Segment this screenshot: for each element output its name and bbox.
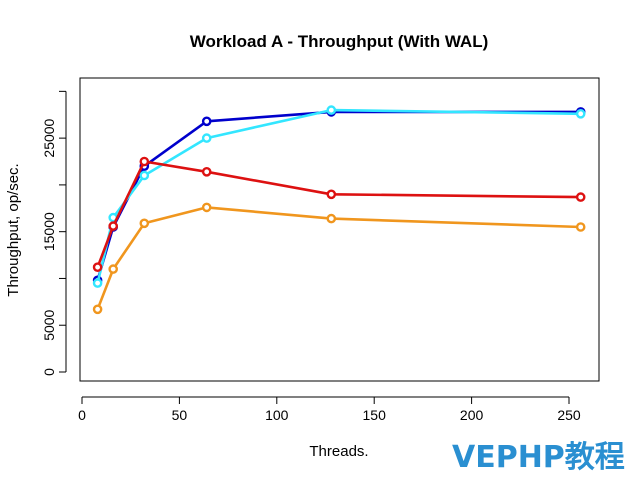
x-tick-label: 250 bbox=[557, 407, 581, 423]
data-point bbox=[201, 116, 212, 127]
data-point bbox=[326, 213, 337, 224]
data-point bbox=[575, 192, 586, 202]
data-point bbox=[326, 105, 337, 115]
y-axis: 0 5000 15000 25000 bbox=[41, 90, 67, 376]
y-tick-label: 25000 bbox=[41, 118, 57, 157]
data-point bbox=[108, 221, 118, 231]
x-tick-label: 200 bbox=[460, 407, 484, 423]
x-tick-label: 50 bbox=[172, 407, 188, 423]
data-point bbox=[575, 222, 586, 232]
x-axis-label: Threads. bbox=[309, 443, 368, 460]
data-point bbox=[92, 262, 103, 273]
data-point bbox=[92, 304, 103, 315]
x-tick-label: 100 bbox=[265, 407, 289, 423]
data-point bbox=[139, 156, 150, 167]
data-point bbox=[139, 218, 150, 229]
x-tick-label: 0 bbox=[78, 407, 86, 423]
x-tick-label: 150 bbox=[363, 407, 387, 423]
y-axis-label: Throughput, op/sec. bbox=[5, 163, 22, 296]
plot-area-frame bbox=[79, 77, 600, 382]
series-line bbox=[96, 206, 581, 310]
watermark-logo: VEPHP教程 bbox=[452, 440, 625, 475]
y-tick-label: 0 bbox=[41, 368, 57, 376]
series-3 bbox=[92, 156, 586, 273]
series-4 bbox=[92, 202, 586, 315]
data-point bbox=[108, 264, 118, 274]
series-line bbox=[96, 160, 581, 268]
y-tick-label: 5000 bbox=[41, 309, 57, 340]
data-point bbox=[575, 109, 586, 119]
series-layer bbox=[92, 105, 586, 315]
data-point bbox=[326, 189, 337, 200]
data-point bbox=[201, 202, 212, 213]
data-point bbox=[92, 278, 103, 288]
x-axis: 0 50 100 150 200 250 bbox=[78, 396, 581, 423]
data-point bbox=[201, 133, 212, 143]
data-point bbox=[201, 166, 212, 177]
chart-title: Workload A - Throughput (With WAL) bbox=[190, 32, 489, 51]
data-point bbox=[139, 170, 150, 181]
y-tick-label: 15000 bbox=[41, 212, 57, 251]
